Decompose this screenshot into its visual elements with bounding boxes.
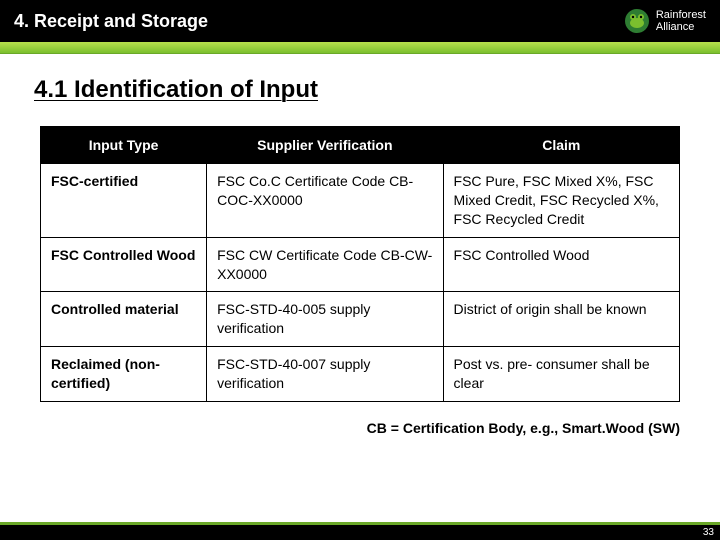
- cell-claim: District of origin shall be known: [443, 292, 679, 347]
- cell-verification: FSC Co.C Certificate Code CB-COC-XX0000: [207, 164, 443, 238]
- table-row: FSC Controlled Wood FSC CW Certificate C…: [41, 237, 680, 292]
- page-number: 33: [703, 527, 714, 538]
- cell-verification: FSC CW Certificate Code CB-CW-XX0000: [207, 237, 443, 292]
- table-row: Reclaimed (non-certified) FSC-STD-40-007…: [41, 347, 680, 402]
- cell-input-type: Reclaimed (non-certified): [41, 347, 207, 402]
- cell-claim: FSC Controlled Wood: [443, 237, 679, 292]
- footnote: CB = Certification Body, e.g., Smart.Woo…: [0, 420, 680, 436]
- col-claim: Claim: [443, 127, 679, 164]
- cell-input-type: FSC-certified: [41, 164, 207, 238]
- table-row: Controlled material FSC-STD-40-005 suppl…: [41, 292, 680, 347]
- section-subtitle: 4.1 Identification of Input: [34, 76, 720, 104]
- cell-verification: FSC-STD-40-007 supply verification: [207, 347, 443, 402]
- frog-icon: [624, 8, 650, 34]
- logo: Rainforest Alliance: [624, 8, 706, 34]
- slide-header: 4. Receipt and Storage Rainforest Allian…: [0, 0, 720, 42]
- logo-text: Rainforest Alliance: [656, 9, 706, 33]
- table-row: FSC-certified FSC Co.C Certificate Code …: [41, 164, 680, 238]
- cell-claim: Post vs. pre- consumer shall be clear: [443, 347, 679, 402]
- cell-input-type: Controlled material: [41, 292, 207, 347]
- slide-footer: 33: [0, 522, 720, 540]
- cell-claim: FSC Pure, FSC Mixed X%, FSC Mixed Credit…: [443, 164, 679, 238]
- table-header-row: Input Type Supplier Verification Claim: [41, 127, 680, 164]
- logo-text-line2: Alliance: [656, 21, 695, 33]
- header-title: 4. Receipt and Storage: [14, 11, 208, 32]
- col-supplier-verification: Supplier Verification: [207, 127, 443, 164]
- col-input-type: Input Type: [41, 127, 207, 164]
- cell-input-type: FSC Controlled Wood: [41, 237, 207, 292]
- green-ribbon: [0, 42, 720, 54]
- input-identification-table: Input Type Supplier Verification Claim F…: [40, 126, 680, 402]
- cell-verification: FSC-STD-40-005 supply verification: [207, 292, 443, 347]
- logo-text-line1: Rainforest: [656, 9, 706, 21]
